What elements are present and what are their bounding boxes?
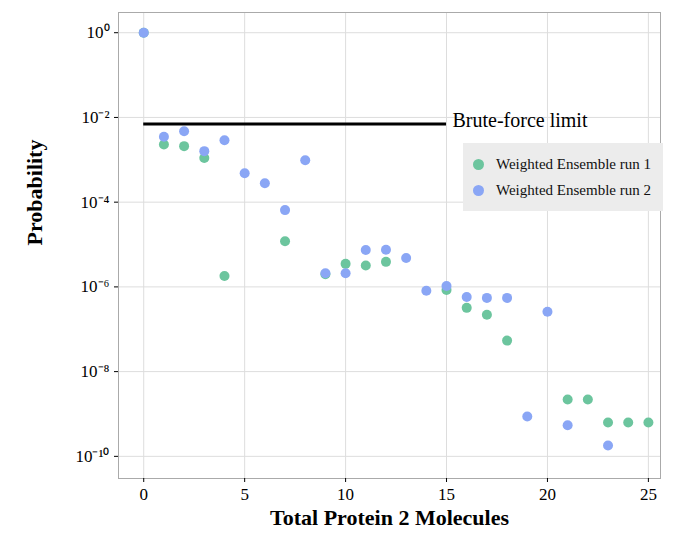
svg-text:10⁻⁴: 10⁻⁴	[81, 193, 110, 212]
svg-text:25: 25	[640, 485, 657, 504]
svg-text:20: 20	[539, 485, 556, 504]
svg-text:Probability: Probability	[22, 140, 47, 246]
svg-text:10⁻⁶: 10⁻⁶	[81, 277, 110, 296]
svg-text:10⁻¹⁰: 10⁻¹⁰	[75, 447, 109, 466]
svg-text:10: 10	[337, 485, 354, 504]
svg-text:15: 15	[438, 485, 455, 504]
svg-text:10⁰: 10⁰	[87, 23, 110, 42]
svg-text:10⁻⁸: 10⁻⁸	[81, 362, 110, 381]
svg-text:5: 5	[240, 485, 249, 504]
html-text:Weighted Ensemble run 1: Weighted Ensemble run 1	[496, 155, 651, 172]
html-text:Weighted Ensemble run 2: Weighted Ensemble run 2	[496, 181, 651, 198]
svg-text:0: 0	[139, 485, 148, 504]
svg-text:Total Protein 2 Molecules: Total Protein 2 Molecules	[270, 505, 509, 530]
svg-text:10⁻²: 10⁻²	[81, 108, 109, 127]
svg-text:Brute-force limit: Brute-force limit	[453, 109, 588, 131]
